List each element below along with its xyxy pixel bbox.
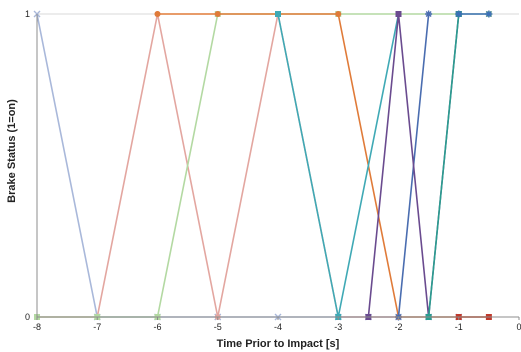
- series-3-line: [37, 13, 489, 318]
- x-tick-label: -4: [274, 322, 282, 332]
- series-7: [365, 11, 462, 320]
- x-tick-labels: -8 -7 -6 -5 -4 -3 -2 -1 0: [33, 317, 521, 332]
- x-tick-label: -2: [394, 322, 402, 332]
- series-5-line: [277, 13, 400, 318]
- series-4-point: [154, 11, 161, 17]
- series-10-point: [485, 10, 493, 18]
- series-8-line: [427, 13, 460, 318]
- x-tick-label: -5: [214, 322, 222, 332]
- series-4-line: [157, 13, 489, 318]
- series-layer: [33, 10, 493, 321]
- y-tick-label: 0: [25, 312, 30, 322]
- series-7-line: [367, 13, 460, 318]
- series-5: [275, 11, 402, 320]
- x-tick-label: -3: [334, 322, 342, 332]
- x-tick-label: -6: [153, 322, 161, 332]
- grid-lines: [37, 13, 519, 318]
- series-4: [154, 11, 492, 320]
- series-10: [455, 10, 493, 18]
- series-10-point: [455, 10, 463, 18]
- axes: [36, 14, 519, 318]
- series-6-point: [425, 10, 433, 18]
- y-axis-title: Brake Status (1=on): [6, 99, 18, 203]
- x-tick-label: -8: [33, 322, 41, 332]
- x-tick-label: -7: [93, 322, 101, 332]
- x-axis-title: Time Prior to Impact [s]: [217, 338, 340, 350]
- y-tick-labels: 01: [25, 9, 30, 322]
- series-2-line: [37, 13, 399, 318]
- series-4-point: [335, 11, 342, 17]
- series-3: [34, 11, 492, 320]
- y-tick-label: 1: [25, 9, 30, 19]
- series-7-point: [395, 11, 402, 17]
- series-4-point: [214, 11, 221, 17]
- series-8: [425, 11, 462, 320]
- x-tick-label: -1: [455, 322, 463, 332]
- series-5-point: [275, 11, 281, 17]
- x-tick-label: 0: [516, 322, 521, 332]
